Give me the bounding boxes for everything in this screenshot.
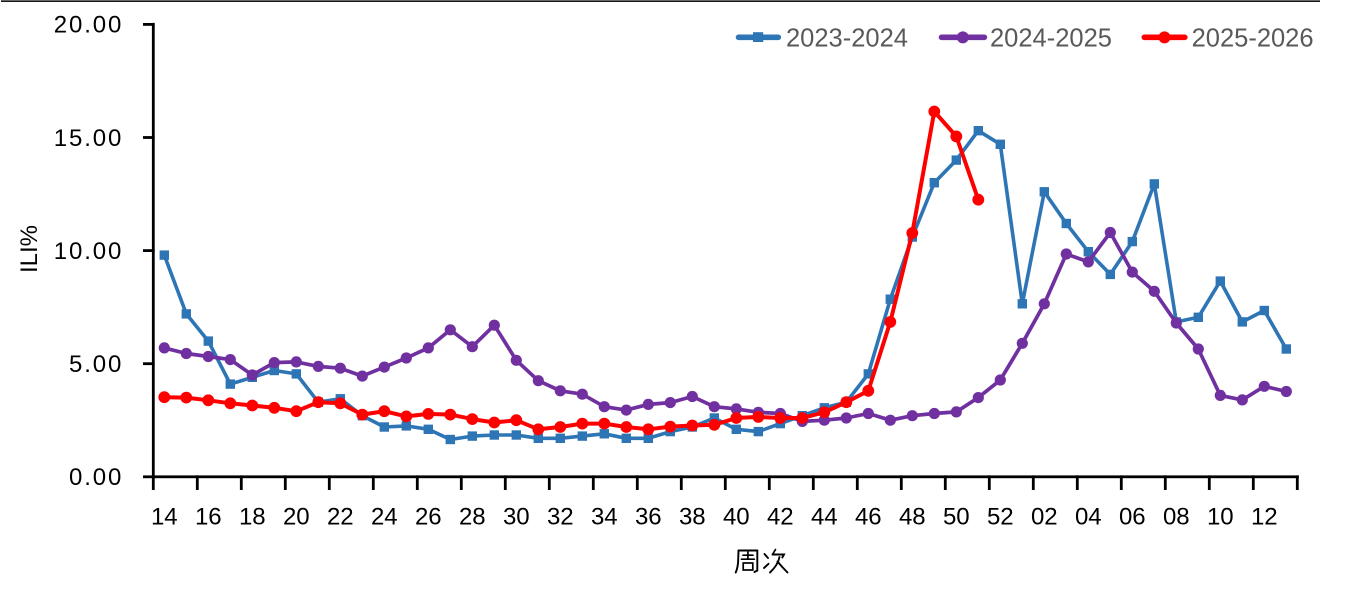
svg-text:04: 04	[1075, 504, 1102, 531]
svg-text:ILI%: ILI%	[16, 225, 43, 273]
svg-text:50: 50	[943, 504, 970, 531]
svg-text:40: 40	[723, 504, 750, 531]
svg-text:32: 32	[547, 504, 574, 531]
svg-text:12: 12	[1251, 504, 1278, 531]
svg-text:48: 48	[899, 504, 926, 531]
svg-text:20.00: 20.00	[54, 12, 124, 39]
svg-text:0.00: 0.00	[69, 464, 123, 491]
svg-text:26: 26	[415, 504, 442, 531]
svg-text:15.00: 15.00	[54, 125, 124, 152]
svg-text:46: 46	[855, 504, 882, 531]
svg-text:2023-2024: 2023-2024	[786, 25, 908, 53]
svg-text:2024-2025: 2024-2025	[990, 25, 1112, 53]
svg-text:22: 22	[327, 504, 354, 531]
svg-text:30: 30	[503, 504, 530, 531]
svg-text:20: 20	[283, 504, 310, 531]
svg-text:38: 38	[679, 504, 706, 531]
svg-text:10: 10	[1207, 504, 1234, 531]
svg-text:34: 34	[591, 504, 618, 531]
svg-text:10.00: 10.00	[54, 238, 124, 265]
svg-text:16: 16	[195, 504, 222, 531]
svg-text:02: 02	[1031, 504, 1058, 531]
svg-text:44: 44	[811, 504, 838, 531]
svg-text:14: 14	[151, 504, 178, 531]
svg-text:08: 08	[1163, 504, 1190, 531]
svg-text:36: 36	[635, 504, 662, 531]
svg-text:28: 28	[459, 504, 486, 531]
svg-text:2025-2026: 2025-2026	[1192, 25, 1314, 53]
svg-text:24: 24	[371, 504, 398, 531]
svg-text:06: 06	[1119, 504, 1146, 531]
svg-text:5.00: 5.00	[69, 351, 123, 378]
svg-text:42: 42	[767, 504, 794, 531]
svg-text:18: 18	[239, 504, 266, 531]
svg-text:52: 52	[987, 504, 1014, 531]
